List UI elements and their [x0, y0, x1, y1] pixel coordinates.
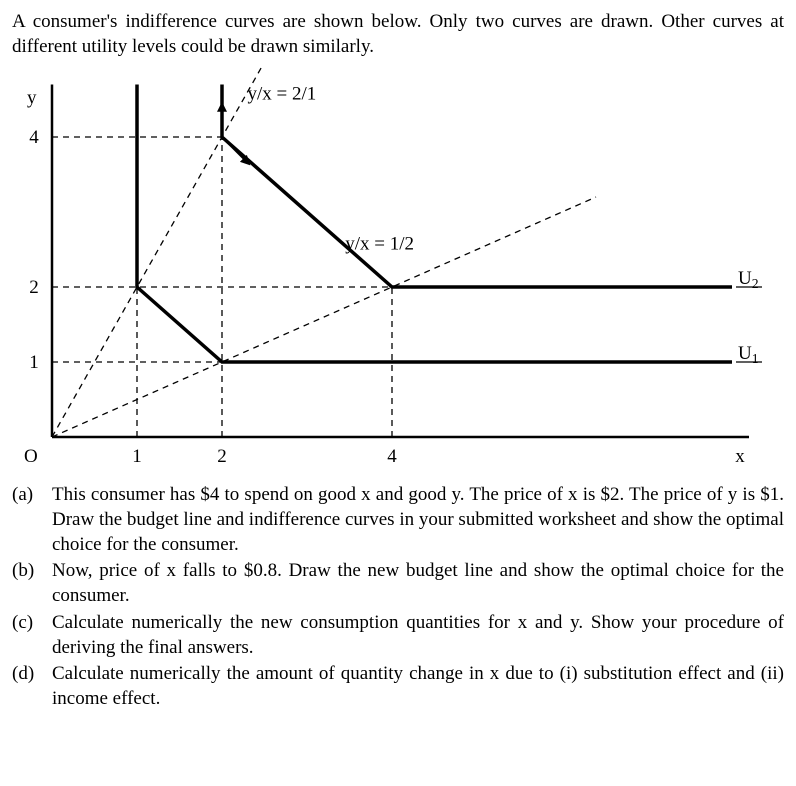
svg-text:y/x = 2/1: y/x = 2/1: [248, 84, 317, 105]
question-marker: (d): [12, 662, 48, 687]
svg-text:y/x = 1/2: y/x = 1/2: [345, 234, 414, 255]
svg-text:2: 2: [29, 277, 39, 298]
question-text: Calculate numerically the new consumptio…: [52, 612, 784, 658]
question-marker: (b): [12, 559, 48, 584]
question-text: Now, price of x falls to $0.8. Draw the …: [52, 560, 784, 606]
svg-text:4: 4: [29, 127, 39, 148]
question-marker: (c): [12, 611, 48, 636]
svg-text:x: x: [735, 446, 745, 467]
svg-text:y: y: [27, 88, 37, 109]
indifference-chart: yxO124124y/x = 2/1y/x = 1/2U2U1: [12, 67, 782, 467]
question-text: Calculate numerically the amount of quan…: [52, 663, 784, 709]
question-item: (b)Now, price of x falls to $0.8. Draw t…: [52, 559, 784, 608]
intro-text: A consumer's indifference curves are sho…: [12, 10, 784, 59]
svg-text:O: O: [24, 446, 38, 467]
question-text: This consumer has $4 to spend on good x …: [52, 484, 784, 554]
question-item: (d)Calculate numerically the amount of q…: [52, 662, 784, 711]
svg-text:1: 1: [29, 352, 39, 373]
question-item: (c)Calculate numerically the new consump…: [52, 611, 784, 660]
question-item: (a)This consumer has $4 to spend on good…: [52, 483, 784, 557]
svg-text:2: 2: [217, 446, 227, 467]
question-marker: (a): [12, 483, 48, 508]
svg-text:1: 1: [132, 446, 142, 467]
question-list: (a)This consumer has $4 to spend on good…: [12, 483, 784, 711]
svg-text:4: 4: [387, 446, 397, 467]
